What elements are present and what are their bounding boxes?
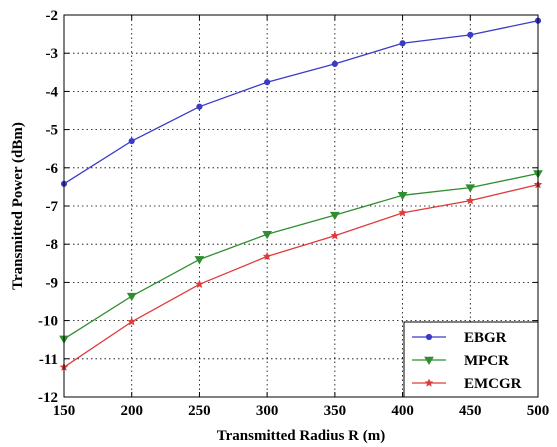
x-axis-title: Transmitted Radius R (m) (217, 428, 385, 444)
series-layer (59, 17, 543, 371)
x-tick-label: 500 (527, 403, 550, 419)
data-point-emcgr (195, 279, 204, 289)
y-tick-label: -10 (38, 314, 58, 330)
y-tick-label: -5 (46, 123, 59, 139)
legend-item-emcgr: EMCGR (412, 376, 522, 392)
legend-item-ebgr: EBGR (412, 330, 507, 346)
y-tick-label: -2 (46, 8, 59, 24)
legend: EBGR MPCR EMCGR (403, 321, 539, 398)
x-tick-label: 350 (324, 403, 347, 419)
data-point-mpcr (194, 256, 205, 265)
series-line-ebgr (63, 20, 539, 185)
data-point-ebgr (331, 60, 338, 67)
series-ebgr (60, 17, 542, 187)
data-point-mpcr (126, 292, 137, 302)
y-axis-title: Transmitted Power (dBm) (10, 122, 26, 290)
data-point-mpcr (397, 192, 408, 201)
legend-label-ebgr: EBGR (464, 330, 507, 346)
series-emcgr (59, 179, 543, 371)
y-tick-label: -3 (46, 46, 59, 62)
data-point-mpcr (465, 184, 476, 193)
y-tick-label: -6 (46, 161, 59, 177)
grid (64, 15, 538, 397)
legend-label-mpcr: MPCR (464, 353, 509, 369)
series-line-mpcr (63, 172, 539, 340)
data-point-ebgr (399, 40, 406, 47)
data-point-ebgr (128, 137, 135, 145)
data-point-mpcr (329, 211, 340, 221)
legend-marker-ebgr (425, 333, 433, 341)
data-point-ebgr (264, 79, 271, 86)
x-tick-label: 200 (120, 403, 143, 419)
x-tick-label: 250 (188, 403, 211, 419)
axes-ticks: 150 200 250 300 350 400 450 500 -12 -11 -10 -9 -8 -7 -… (38, 8, 549, 419)
data-point-ebgr (196, 103, 203, 110)
data-point-emcgr (465, 195, 475, 205)
y-tick-label: -4 (46, 84, 59, 100)
data-point-ebgr (467, 31, 474, 38)
data-point-emcgr (262, 251, 272, 261)
y-tick-label: -11 (39, 352, 58, 368)
series-mpcr (59, 170, 543, 344)
series-line-emcgr (63, 183, 539, 368)
data-point-emcgr (127, 317, 137, 326)
y-tick-label: -7 (46, 199, 59, 215)
legend-marker-mpcr (424, 356, 434, 365)
x-tick-label: 400 (391, 403, 414, 419)
y-tick-label: -9 (46, 275, 59, 291)
data-point-mpcr (262, 230, 273, 240)
legend-marker-emcgr (424, 378, 434, 387)
x-tick-label: 300 (256, 403, 279, 419)
legend-label-emcgr: EMCGR (464, 376, 522, 392)
data-point-emcgr (398, 208, 408, 217)
x-tick-label: 150 (53, 403, 76, 419)
data-point-emcgr (330, 231, 340, 240)
legend-item-mpcr: MPCR (412, 353, 509, 369)
y-tick-label: -12 (38, 390, 58, 406)
x-tick-label: 450 (459, 403, 482, 419)
y-tick-label: -8 (46, 237, 59, 253)
